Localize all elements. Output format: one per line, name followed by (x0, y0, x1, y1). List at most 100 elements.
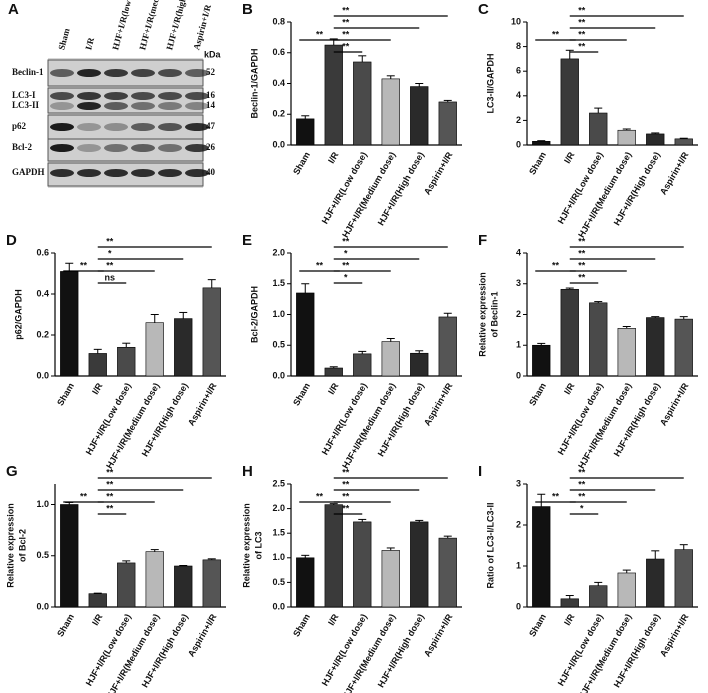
x-tick-label: Aspirin+I/R (186, 381, 219, 428)
bar (174, 565, 193, 608)
blot-band (158, 69, 182, 77)
y-tick-label: 0.6 (272, 47, 285, 57)
bar (60, 271, 79, 377)
bar (589, 302, 608, 377)
blot-band (185, 123, 209, 131)
significance-label: ** (106, 479, 114, 489)
x-tick-label: I/R (562, 612, 577, 627)
blot-band (158, 92, 182, 100)
significance-label: ** (578, 41, 586, 51)
y-axis-label: p62/GAPDH (13, 289, 23, 340)
column-label: I/R (83, 36, 96, 51)
significance-label: ** (552, 491, 560, 501)
panel-label: I (478, 463, 482, 480)
significance-label: * (344, 272, 348, 282)
bar (296, 557, 315, 608)
bar (560, 598, 579, 608)
significance-label: ** (342, 41, 350, 51)
significance-label: ** (106, 236, 114, 246)
row-label: Beclin-1 (12, 67, 44, 77)
y-tick-label: 2 (516, 115, 521, 125)
x-tick-label: I/R (326, 150, 341, 165)
blot-band (104, 102, 128, 110)
bar (617, 328, 636, 377)
x-tick-label: I/R (326, 612, 341, 627)
marker-label: 40 (206, 167, 216, 177)
y-tick-label: 10 (511, 16, 521, 26)
y-tick-label: 0.0 (36, 370, 49, 380)
blot-band (50, 123, 74, 131)
blot-band (185, 144, 209, 152)
y-tick-label: 6 (516, 66, 521, 76)
bar (646, 133, 665, 146)
x-tick-label: HJF+I/R(Medium dose) (576, 150, 633, 239)
bar (353, 61, 372, 146)
row-label: Bcl-2 (12, 142, 32, 152)
blot-band (131, 123, 155, 131)
y-tick-label: 1.0 (272, 309, 285, 319)
bar (438, 316, 457, 377)
y-tick-label: 2 (516, 519, 521, 529)
y-axis-label: LC3-II/GAPDH (485, 53, 495, 113)
x-tick-label: Aspirin+I/R (422, 150, 455, 197)
bar (145, 551, 164, 608)
x-tick-label: I/R (90, 612, 105, 627)
panel-label: C (478, 1, 489, 18)
y-tick-label: 0.0 (272, 139, 285, 149)
blot-band (77, 123, 101, 131)
bar (202, 559, 221, 608)
x-tick-label: HJF+I/R(Medium dose) (340, 150, 397, 239)
bar (381, 341, 400, 377)
significance-label: ** (578, 29, 586, 39)
significance-label: * (344, 248, 348, 258)
significance-label: ** (342, 260, 350, 270)
y-tick-label: 0.6 (36, 247, 49, 257)
significance-label: ** (342, 236, 350, 246)
y-tick-label: 4 (516, 90, 521, 100)
blot-band (77, 102, 101, 110)
x-tick-label: HJF+I/R(Medium dose) (104, 381, 161, 470)
bar (589, 112, 608, 146)
bar (646, 317, 665, 377)
x-tick-label: HJF+I/R(Medium dose) (576, 381, 633, 470)
x-tick-label: Aspirin+I/R (658, 150, 691, 197)
blot-strip (47, 87, 204, 114)
blot-band (131, 144, 155, 152)
x-tick-label: Aspirin+I/R (422, 381, 455, 428)
y-tick-label: 8 (516, 41, 521, 51)
y-axis-label: Relative expression (5, 503, 15, 588)
y-tick-label: 0.2 (272, 109, 285, 119)
blot-band (185, 92, 209, 100)
y-tick-label: 1.5 (272, 278, 285, 288)
y-tick-label: 0 (516, 601, 521, 611)
x-tick-label: Aspirin+I/R (658, 612, 691, 659)
y-tick-label: 4 (516, 247, 521, 257)
blot-band (50, 69, 74, 77)
y-axis-label: Bcl-2/GAPDH (249, 286, 259, 343)
y-tick-label: 0 (516, 370, 521, 380)
bar (438, 537, 457, 608)
x-tick-label: I/R (562, 381, 577, 396)
significance-label: ** (342, 491, 350, 501)
panel-label: A (8, 1, 19, 18)
bar (117, 562, 136, 608)
significance-label: ** (316, 491, 324, 501)
significance-label: ** (80, 491, 88, 501)
y-axis-label: Relative expression (477, 272, 487, 357)
blot-band (77, 144, 101, 152)
bar (560, 288, 579, 377)
x-tick-label: Sham (527, 150, 548, 176)
y-tick-label: 0.0 (272, 370, 285, 380)
bar (145, 322, 164, 377)
x-tick-label: Sham (291, 381, 312, 407)
significance-label: ** (578, 467, 586, 477)
blot-band (50, 92, 74, 100)
bar (296, 118, 315, 146)
blot-band (185, 169, 209, 177)
y-tick-label: 0.5 (36, 550, 49, 560)
panel-label: B (242, 1, 253, 18)
x-tick-label: Sham (55, 381, 76, 407)
significance-label: * (108, 248, 112, 258)
blot-band (158, 123, 182, 131)
